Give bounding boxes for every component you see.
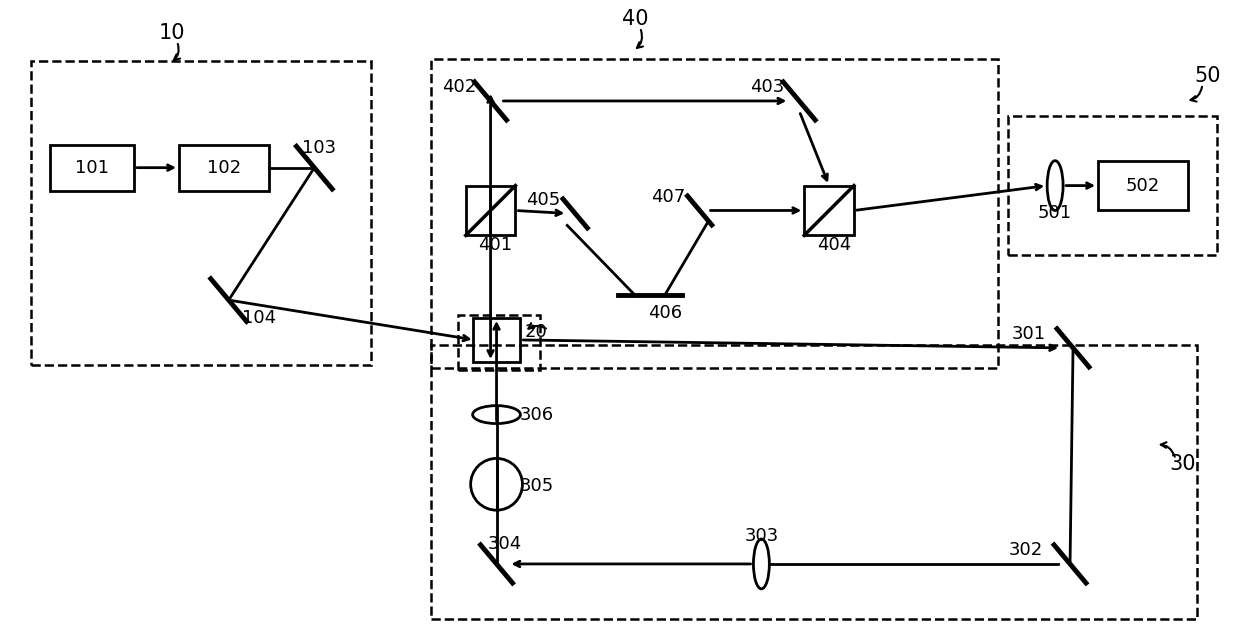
Text: 302: 302 [1009, 541, 1043, 559]
Bar [51, 145, 134, 190]
Text: 402: 402 [441, 78, 476, 96]
Bar [458, 315, 541, 370]
Bar [179, 145, 269, 190]
Text: 50: 50 [1194, 66, 1220, 86]
Text: 10: 10 [159, 23, 185, 43]
Bar [466, 186, 516, 235]
Text: 501: 501 [1038, 204, 1073, 222]
Text: 103: 103 [303, 139, 336, 157]
Bar [805, 186, 854, 235]
Bar [430, 59, 998, 368]
Text: 304: 304 [487, 535, 522, 553]
Text: 30: 30 [1169, 455, 1195, 475]
Bar [31, 61, 371, 365]
Text: 404: 404 [817, 237, 851, 255]
Bar [1097, 161, 1188, 210]
Text: 102: 102 [207, 159, 241, 177]
Text: 104: 104 [242, 309, 275, 327]
Text: 303: 303 [744, 527, 779, 545]
Bar [1008, 116, 1218, 255]
Text: 40: 40 [621, 9, 649, 30]
Text: 101: 101 [76, 159, 109, 177]
Bar [472, 318, 521, 362]
Text: 407: 407 [651, 188, 684, 206]
Text: 305: 305 [520, 477, 553, 495]
Text: 306: 306 [520, 406, 553, 424]
Text: 403: 403 [750, 78, 785, 96]
Text: 502: 502 [1126, 177, 1159, 195]
Text: 301: 301 [1012, 325, 1047, 343]
Text: 406: 406 [647, 304, 682, 322]
Text: 401: 401 [479, 237, 512, 255]
Bar [430, 345, 1198, 619]
Text: 20: 20 [525, 323, 548, 341]
Text: 405: 405 [526, 190, 560, 208]
